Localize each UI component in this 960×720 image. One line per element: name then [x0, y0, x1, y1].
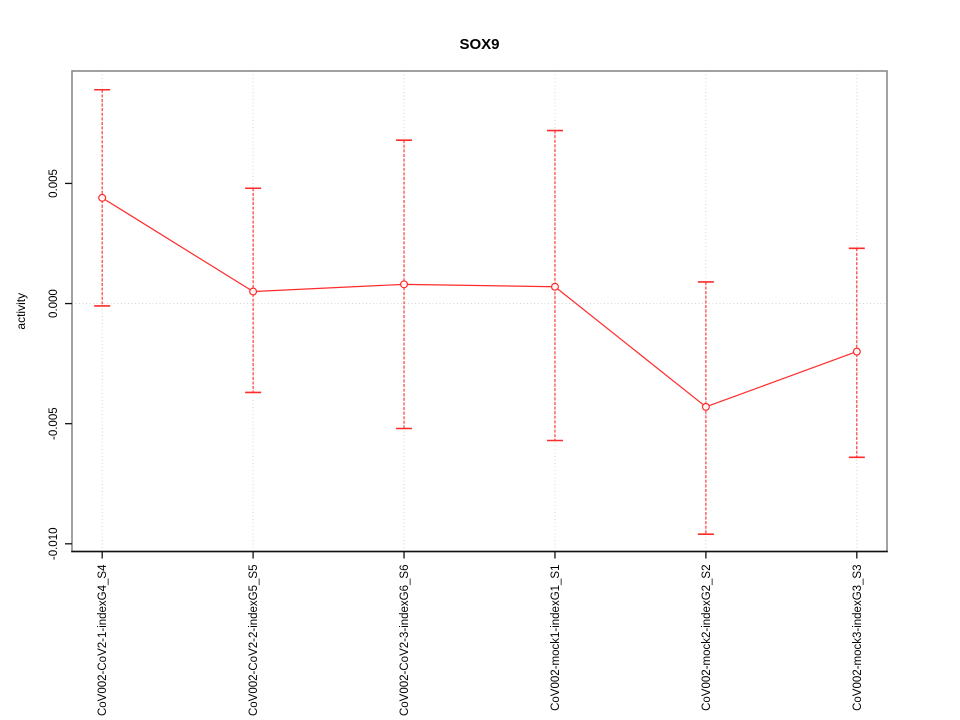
data-point-marker	[400, 280, 409, 289]
y-tick-label: -0.005	[48, 407, 60, 440]
y-tick-label: 0.000	[48, 289, 60, 318]
y-tick-label: 0.005	[48, 169, 60, 198]
x-tick-label: CoV002-mock1-indexG1_S1	[550, 565, 562, 711]
y-tick-label: -0.010	[48, 528, 60, 561]
x-tick-label: CoV002-CoV2-3-indexG6_S6	[399, 565, 411, 717]
data-point-marker	[701, 402, 710, 411]
x-tick-label: CoV002-CoV2-1-indexG4_S4	[97, 564, 109, 716]
data-point-marker	[249, 287, 258, 296]
series-line	[101, 197, 858, 408]
y-axis-label: activity	[14, 293, 28, 330]
data-point-marker	[98, 193, 107, 202]
chart-title: SOX9	[459, 36, 499, 53]
x-tick-label: CoV002-mock2-indexG2_S2	[701, 565, 713, 711]
data-point-marker	[852, 347, 861, 356]
x-tick-label: CoV002-mock3-indexG3_S3	[852, 565, 864, 711]
x-tick-label: CoV002-CoV2-2-indexG5_S5	[248, 565, 260, 717]
data-point-marker	[550, 282, 559, 291]
